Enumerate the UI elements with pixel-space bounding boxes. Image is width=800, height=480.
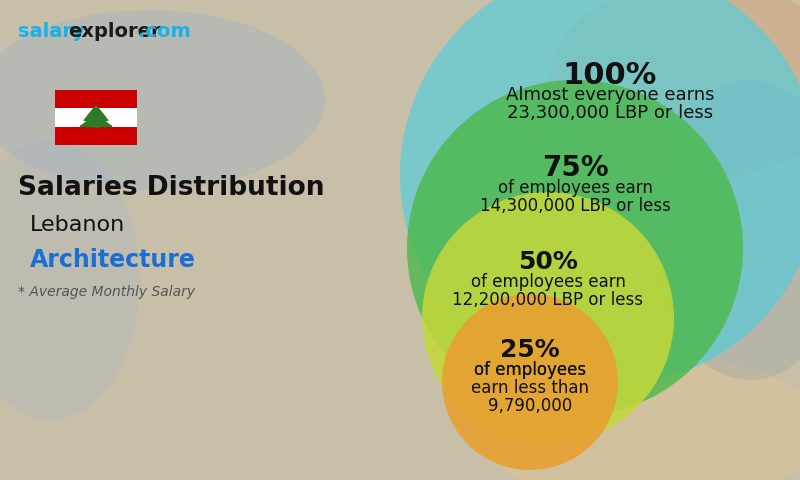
Text: 12,200,000 LBP or less: 12,200,000 LBP or less (453, 291, 643, 309)
Polygon shape (84, 106, 108, 120)
Circle shape (400, 0, 800, 385)
Circle shape (422, 192, 674, 444)
Text: 75%: 75% (542, 154, 608, 182)
Text: .com: .com (138, 22, 190, 41)
Text: earn less than: earn less than (471, 379, 589, 397)
Text: of employees: of employees (474, 361, 586, 379)
Text: Salaries Distribution: Salaries Distribution (18, 175, 325, 201)
Text: explorer: explorer (68, 22, 161, 41)
Bar (55, 90, 137, 108)
Ellipse shape (0, 140, 140, 420)
Text: salary: salary (18, 22, 85, 41)
Text: Lebanon: Lebanon (30, 215, 126, 235)
Ellipse shape (0, 10, 325, 190)
Text: of employees earn: of employees earn (498, 179, 653, 197)
Ellipse shape (650, 80, 800, 380)
Bar (55, 108, 137, 127)
Bar (55, 127, 137, 145)
Text: of employees earn: of employees earn (470, 273, 626, 291)
Text: Almost everyone earns: Almost everyone earns (506, 86, 714, 104)
Text: 9,790,000: 9,790,000 (488, 397, 572, 415)
Text: * Average Monthly Salary: * Average Monthly Salary (18, 285, 195, 299)
Circle shape (407, 80, 743, 416)
Text: 100%: 100% (563, 60, 657, 89)
Text: of employees: of employees (474, 361, 586, 379)
Text: 50%: 50% (518, 250, 578, 274)
Text: 23,300,000 LBP or less: 23,300,000 LBP or less (507, 104, 713, 122)
Ellipse shape (550, 0, 800, 180)
Text: 14,300,000 LBP or less: 14,300,000 LBP or less (479, 197, 670, 215)
Text: 25%: 25% (500, 338, 560, 362)
Ellipse shape (475, 355, 800, 480)
Text: Architecture: Architecture (30, 248, 196, 272)
Polygon shape (80, 116, 112, 127)
Circle shape (442, 294, 618, 470)
